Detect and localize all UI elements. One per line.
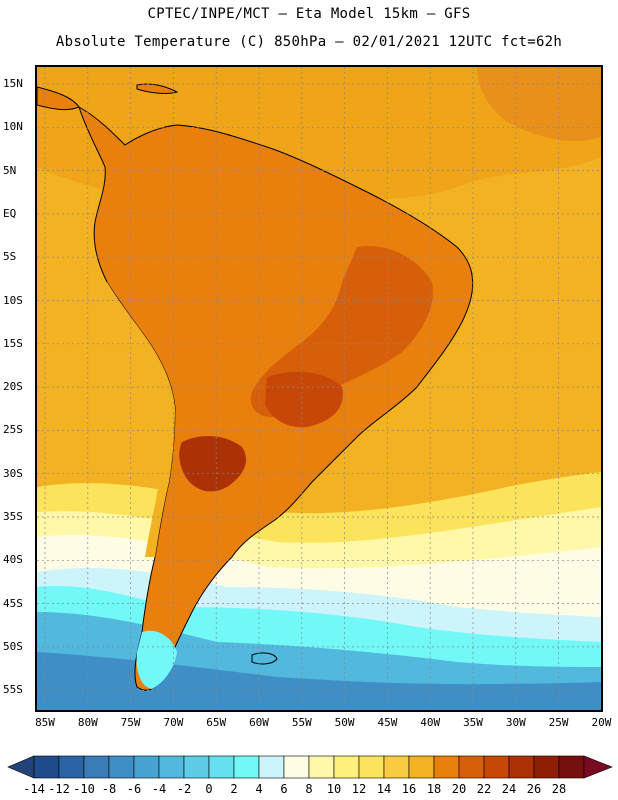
colorbar-tick-label: 4	[255, 782, 263, 796]
lon-label: 65W	[206, 716, 227, 729]
lon-label: 25W	[548, 716, 569, 729]
lon-label: 50W	[334, 716, 355, 729]
colorbar-cell	[433, 755, 460, 779]
colorbar-cell	[58, 755, 85, 779]
colorbar-cell	[408, 755, 435, 779]
lon-label: 75W	[120, 716, 141, 729]
lon-label: 45W	[377, 716, 398, 729]
hot-core-paraguay	[265, 371, 343, 428]
colorbar-tick-label: -14	[23, 782, 45, 796]
lon-label: 30W	[505, 716, 526, 729]
colorbar-tick-label: 8	[305, 782, 313, 796]
lat-label: 10S	[3, 293, 23, 307]
lon-label: 70W	[163, 716, 184, 729]
lat-label: EQ	[3, 206, 17, 220]
ne-warm-patch	[477, 67, 601, 142]
colorbar-cell	[558, 755, 585, 779]
lat-label: 15S	[3, 336, 23, 350]
colorbar-tick-label: 28	[551, 782, 567, 796]
lon-label: 60W	[249, 716, 269, 729]
colorbar-cell	[158, 755, 185, 779]
colorbar-tick-label: -8	[101, 782, 117, 796]
map-canvas	[37, 67, 601, 710]
colorbar-cell	[333, 755, 360, 779]
colorbar-tick-label: 2	[230, 782, 238, 796]
colorbar-cell	[458, 755, 485, 779]
colorbar	[7, 755, 613, 779]
colorbar-cell	[358, 755, 385, 779]
lat-label: 30S	[3, 466, 23, 480]
temperature-map	[35, 65, 603, 712]
lat-label: 45S	[3, 596, 23, 610]
colorbar-cell	[508, 755, 535, 779]
lat-label: 5N	[3, 163, 17, 177]
colorbar-cell	[533, 755, 560, 779]
colorbar-cell	[133, 755, 160, 779]
colorbar-tick-label: -12	[48, 782, 70, 796]
colorbar-tick-label: 14	[376, 782, 392, 796]
colorbar-cell	[283, 755, 310, 779]
colorbar-above-arrow	[583, 755, 613, 779]
lon-label: 80W	[77, 716, 98, 729]
lat-label: 25S	[3, 423, 23, 437]
hot-core-argentina	[179, 435, 247, 492]
lat-label: 5S	[3, 250, 17, 264]
colorbar-cell	[308, 755, 335, 779]
lon-label: 40W	[420, 716, 441, 729]
falkland-islands	[251, 652, 278, 665]
chart-title-line1: CPTEC/INPE/MCT – Eta Model 15km – GFS	[147, 6, 471, 22]
colorbar-cell	[208, 755, 235, 779]
colorbar-tick-label: -6	[126, 782, 142, 796]
colorbar-cell	[83, 755, 110, 779]
chart-title-line2: Absolute Temperature (C) 850hPa – 02/01/…	[55, 34, 563, 50]
colorbar-tick-label: 16	[401, 782, 417, 796]
colorbar-tick-label: 0	[205, 782, 213, 796]
colorbar-cell	[33, 755, 60, 779]
lat-label: 10N	[3, 120, 23, 134]
colorbar-tick-label: 12	[351, 782, 367, 796]
colorbar-tick-label: 6	[280, 782, 288, 796]
lat-label: 20S	[3, 380, 23, 394]
colorbar-cell	[183, 755, 210, 779]
colorbar-tick-label: 10	[326, 782, 342, 796]
central-america	[37, 86, 80, 111]
colorbar-tick-label: 24	[501, 782, 517, 796]
lat-label: 35S	[3, 510, 23, 523]
colorbar-tick-label: 20	[451, 782, 467, 796]
andes-ridge	[99, 282, 175, 557]
colorbar-cell	[483, 755, 510, 779]
patagonia-cool-tip	[136, 630, 177, 689]
lon-label: 35W	[463, 716, 483, 729]
colorbar-tick-label: 22	[476, 782, 492, 796]
colorbar-cell	[108, 755, 135, 779]
colorbar-tick-label: -2	[176, 782, 192, 796]
colorbar-tick-label: 18	[426, 782, 442, 796]
lat-label: 50S	[3, 639, 23, 653]
blue-band	[37, 652, 601, 710]
colorbar-cell	[233, 755, 260, 779]
colorbar-cell	[258, 755, 285, 779]
lat-label: 15N	[3, 77, 23, 90]
lat-label: 40S	[3, 553, 23, 567]
lat-label: 55S	[3, 683, 23, 697]
lat-lon-grid	[37, 67, 601, 710]
colorbar-tick-label: 26	[526, 782, 542, 796]
colorbar-cell	[383, 755, 410, 779]
caribbean-island	[136, 83, 179, 94]
colorbar-tick-label: -4	[151, 782, 167, 796]
lon-label: 55W	[291, 716, 312, 729]
lon-label: 20W	[591, 716, 612, 729]
colorbar-tick-label: -10	[73, 782, 95, 796]
lon-label: 85W	[35, 716, 55, 729]
colorbar-below-arrow	[7, 755, 35, 779]
